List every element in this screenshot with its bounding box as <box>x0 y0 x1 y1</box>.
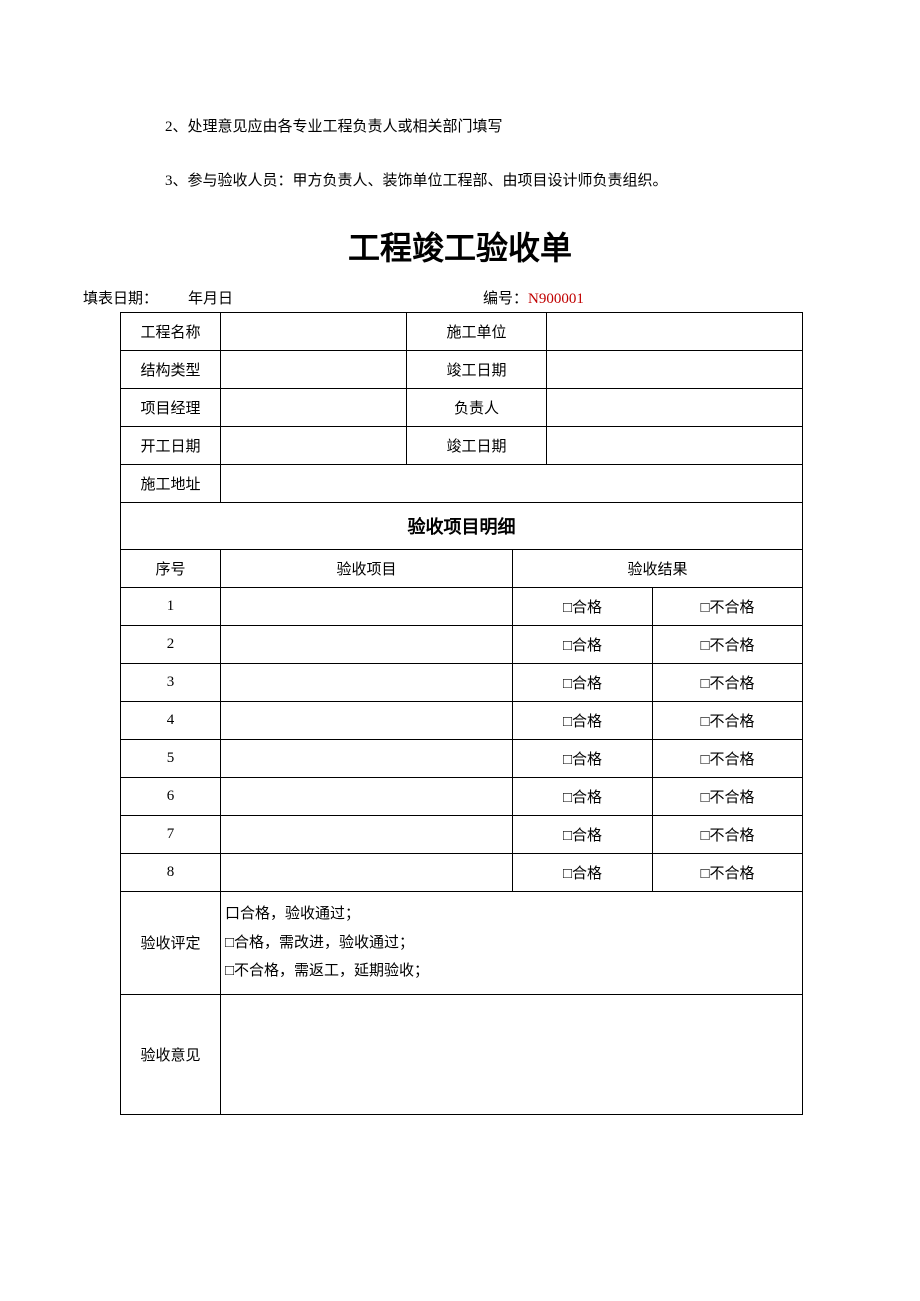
detail-item <box>221 588 513 626</box>
detail-seq: 8 <box>121 854 221 892</box>
detail-row: 6 □合格□不合格 <box>121 778 803 816</box>
info-row: 工程名称 施工单位 <box>121 313 803 351</box>
detail-row: 2 □合格□不合格 <box>121 626 803 664</box>
opinion-label: 验收意见 <box>121 994 221 1114</box>
code-value: N900001 <box>528 291 584 307</box>
detail-pass: □合格 <box>513 626 653 664</box>
info-label-left: 结构类型 <box>121 351 221 389</box>
detail-pass: □合格 <box>513 778 653 816</box>
note-line-2: 3、参与验收人员：甲方负责人、装饰单位工程部、由项目设计师负责组织。 <box>165 169 820 193</box>
detail-item <box>221 664 513 702</box>
document-title: 工程竣工验收单 <box>0 223 920 269</box>
info-label-right: 负责人 <box>407 389 547 427</box>
address-label: 施工地址 <box>121 465 221 503</box>
section-header: 验收项目明细 <box>121 503 803 550</box>
detail-fail: □不合格 <box>653 854 803 892</box>
detail-header-seq: 序号 <box>121 550 221 588</box>
detail-fail: □不合格 <box>653 588 803 626</box>
info-label-left: 项目经理 <box>121 389 221 427</box>
detail-item <box>221 816 513 854</box>
detail-header-item: 验收项目 <box>221 550 513 588</box>
detail-fail: □不合格 <box>653 626 803 664</box>
detail-header-row: 序号 验收项目 验收结果 <box>121 550 803 588</box>
detail-seq: 4 <box>121 702 221 740</box>
detail-row: 3 □合格□不合格 <box>121 664 803 702</box>
info-value-left <box>221 427 407 465</box>
detail-row: 8 □合格□不合格 <box>121 854 803 892</box>
info-value-left <box>221 351 407 389</box>
fill-date: 填表日期： 年月日 <box>83 287 483 308</box>
code-label: 编号： <box>483 291 528 307</box>
info-value-right <box>547 427 803 465</box>
address-row: 施工地址 <box>121 465 803 503</box>
section-header-row: 验收项目明细 <box>121 503 803 550</box>
evaluation-opt-3: □不合格，需返工，延期验收； <box>225 957 796 986</box>
info-label-right: 竣工日期 <box>407 427 547 465</box>
opinion-row: 验收意见 <box>121 994 803 1114</box>
info-label-left: 开工日期 <box>121 427 221 465</box>
info-value-left <box>221 313 407 351</box>
info-label-right: 施工单位 <box>407 313 547 351</box>
detail-row: 4 □合格□不合格 <box>121 702 803 740</box>
evaluation-opt-2: □合格，需改进，验收通过； <box>225 929 796 958</box>
header-row: 填表日期： 年月日 编号：N900001 <box>83 287 801 308</box>
detail-pass: □合格 <box>513 854 653 892</box>
info-row: 开工日期 竣工日期 <box>121 427 803 465</box>
evaluation-opt-1: 口合格，验收通过； <box>225 900 796 929</box>
detail-row: 5 □合格□不合格 <box>121 740 803 778</box>
info-value-right <box>547 313 803 351</box>
detail-item <box>221 626 513 664</box>
detail-seq: 3 <box>121 664 221 702</box>
detail-item <box>221 778 513 816</box>
address-value <box>221 465 803 503</box>
evaluation-label: 验收评定 <box>121 892 221 995</box>
fill-date-label: 填表日期： <box>83 291 158 307</box>
info-label-right: 竣工日期 <box>407 351 547 389</box>
detail-pass: □合格 <box>513 588 653 626</box>
fill-date-value: 年月日 <box>188 291 233 307</box>
info-row: 项目经理 负责人 <box>121 389 803 427</box>
code: 编号：N900001 <box>483 287 801 308</box>
info-label-left: 工程名称 <box>121 313 221 351</box>
detail-pass: □合格 <box>513 740 653 778</box>
evaluation-options: 口合格，验收通过； □合格，需改进，验收通过； □不合格，需返工，延期验收； <box>221 892 803 995</box>
info-value-right <box>547 389 803 427</box>
detail-seq: 2 <box>121 626 221 664</box>
detail-fail: □不合格 <box>653 664 803 702</box>
detail-fail: □不合格 <box>653 702 803 740</box>
info-row: 结构类型 竣工日期 <box>121 351 803 389</box>
detail-pass: □合格 <box>513 816 653 854</box>
evaluation-row: 验收评定 口合格，验收通过； □合格，需改进，验收通过； □不合格，需返工，延期… <box>121 892 803 995</box>
detail-seq: 1 <box>121 588 221 626</box>
detail-item <box>221 740 513 778</box>
note-line-1: 2、处理意见应由各专业工程负责人或相关部门填写 <box>165 115 820 139</box>
detail-item <box>221 854 513 892</box>
detail-pass: □合格 <box>513 664 653 702</box>
detail-pass: □合格 <box>513 702 653 740</box>
opinion-value <box>221 994 803 1114</box>
detail-fail: □不合格 <box>653 778 803 816</box>
info-value-right <box>547 351 803 389</box>
detail-row: 7 □合格□不合格 <box>121 816 803 854</box>
detail-fail: □不合格 <box>653 816 803 854</box>
detail-seq: 5 <box>121 740 221 778</box>
detail-header-result: 验收结果 <box>513 550 803 588</box>
detail-seq: 7 <box>121 816 221 854</box>
detail-row: 1 □合格□不合格 <box>121 588 803 626</box>
detail-fail: □不合格 <box>653 740 803 778</box>
acceptance-form-table: 工程名称施工单位结构类型竣工日期项目经理负责人开工日期竣工日期 施工地址 验收项… <box>120 312 803 1115</box>
info-value-left <box>221 389 407 427</box>
detail-item <box>221 702 513 740</box>
detail-seq: 6 <box>121 778 221 816</box>
